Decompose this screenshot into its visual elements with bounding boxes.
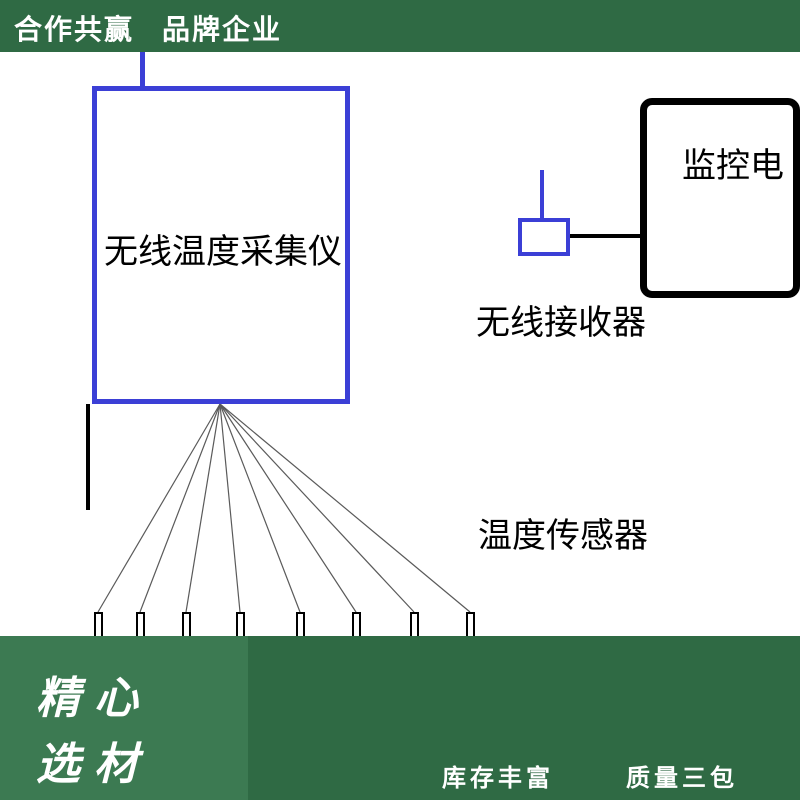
receiver-antenna [540, 170, 544, 218]
sensors-label: 温度传感器 [478, 508, 648, 557]
overlay-big-line1: 精心 [36, 662, 152, 726]
top-banner-left: 合作共赢 [14, 8, 134, 48]
overlay-small-left: 库存丰富 [442, 758, 554, 793]
stage: 无线温度采集仪无线接收器 监控电温度传感器 合作共赢品牌企业精心选材 库存丰富 质量三包 [0, 0, 800, 800]
monitor-label: 监控电 [682, 138, 784, 187]
overlay-small-right: 质量三包 [626, 758, 738, 793]
receiver-label: 无线接收器 [476, 295, 646, 344]
collector-left-lead [86, 404, 90, 510]
top-banner-right: 品牌企业 [162, 8, 282, 48]
monitor-box [640, 98, 800, 298]
collector-label: 无线温度采集仪 [104, 224, 342, 273]
receiver-box [518, 218, 570, 256]
overlay-big-line2: 选材 [36, 728, 152, 792]
